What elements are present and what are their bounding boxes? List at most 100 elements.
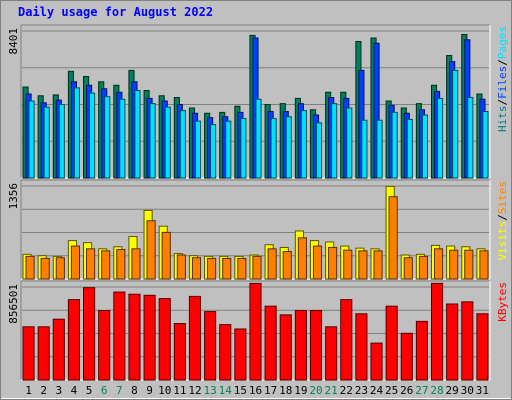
bar-pages <box>179 110 186 179</box>
bar-pages <box>164 106 171 179</box>
bar-sites <box>252 255 262 280</box>
bar-sites <box>479 250 489 280</box>
x-tick-label: 27 <box>415 384 428 397</box>
bar-pages <box>331 103 338 179</box>
bar-sites <box>191 257 202 280</box>
bar-sites <box>25 255 35 280</box>
bar-pages <box>28 100 35 179</box>
x-tick-label: 16 <box>249 384 262 397</box>
bar-kbytes <box>294 310 307 381</box>
bar-pages <box>225 120 232 179</box>
bar-kbytes <box>476 313 489 381</box>
bar-pages <box>482 111 489 179</box>
bar-sites <box>146 220 156 280</box>
y-max-label: 8401 <box>7 28 20 55</box>
x-tick-label: 26 <box>400 384 413 397</box>
bar-sites <box>282 251 292 280</box>
bar-kbytes <box>355 313 368 381</box>
legend-entry-sites: Sites <box>496 181 509 214</box>
x-tick-label: 9 <box>146 384 153 397</box>
bar-pages <box>467 97 474 179</box>
bar-pages <box>285 116 292 179</box>
bar-sites <box>464 249 474 280</box>
bar-sites <box>55 257 65 280</box>
x-tick-label: 21 <box>325 384 338 397</box>
legend-pages-files-hits: Hits/Files/Pages <box>496 26 509 132</box>
bar-sites <box>343 249 353 280</box>
bar-kbytes <box>204 311 217 381</box>
x-tick-label: 28 <box>430 384 443 397</box>
bar-sites <box>70 245 81 280</box>
x-tick-label: 23 <box>355 384 368 397</box>
x-tick-label: 14 <box>219 384 233 397</box>
bar-pages <box>210 124 217 179</box>
x-tick-label: 29 <box>446 384 459 397</box>
y-max-label: 1356 <box>7 183 20 210</box>
x-tick-label: 4 <box>71 384 78 397</box>
bar-kbytes <box>83 287 96 381</box>
bar-sites <box>176 254 186 280</box>
bar-kbytes <box>22 326 35 381</box>
bar-kbytes <box>309 310 323 381</box>
x-tick-label: 22 <box>340 384 353 397</box>
bar-kbytes <box>415 320 428 381</box>
x-tick-label: 10 <box>158 384 171 397</box>
legend-entry-visits: Visits <box>496 221 509 261</box>
bar-sites <box>328 246 338 280</box>
bar-pages <box>89 92 96 179</box>
bar-pages <box>119 98 126 179</box>
bar-kbytes <box>325 326 338 381</box>
x-tick-label: 25 <box>385 384 398 397</box>
bar-kbytes <box>279 314 292 381</box>
bar-sites <box>207 257 217 280</box>
bar-kbytes <box>67 299 81 381</box>
bar-sites <box>403 257 413 280</box>
x-tick-label: 11 <box>173 384 186 397</box>
x-tick-label: 20 <box>309 384 322 397</box>
x-tick-label: 30 <box>461 384 474 397</box>
chart-title: Daily usage for August 2022 <box>18 5 214 19</box>
x-tick-label: 1 <box>25 384 32 397</box>
bar-kbytes <box>143 294 156 381</box>
bar-pages <box>376 119 383 179</box>
bar-kbytes <box>264 305 277 381</box>
bar-kbytes <box>446 303 459 381</box>
bar-kbytes <box>400 332 413 381</box>
bar-sites <box>373 250 383 280</box>
legend-entry-files: Files <box>496 66 509 99</box>
bar-kbytes <box>128 293 141 381</box>
bar-sites <box>267 248 277 280</box>
bar-sites <box>116 249 126 280</box>
bar-pages <box>255 98 262 179</box>
bar-pages <box>270 118 277 179</box>
bar-pages <box>315 122 323 179</box>
x-tick-label: 17 <box>264 384 277 397</box>
bar-kbytes <box>385 305 398 381</box>
legend-separator: / <box>496 214 509 221</box>
bar-sites <box>101 250 111 280</box>
bar-pages <box>300 110 307 179</box>
bar-sites <box>40 257 50 280</box>
legend-sites-visits: Visits/Sites <box>496 181 509 261</box>
x-tick-label: 3 <box>56 384 63 397</box>
bar-pages <box>58 104 65 179</box>
bar-pages <box>406 118 413 179</box>
x-tick-label: 15 <box>234 384 247 397</box>
bar-pages <box>391 111 398 179</box>
bar-kbytes <box>98 310 111 381</box>
x-tick-label: 31 <box>476 384 489 397</box>
bar-sites <box>433 248 444 280</box>
bar-kbytes <box>370 342 383 381</box>
bar-pages <box>421 114 428 179</box>
x-tick-label: 24 <box>370 384 384 397</box>
bar-sites <box>222 257 232 280</box>
legend-kbytes: KBytes <box>496 282 509 322</box>
bar-sites <box>418 255 428 280</box>
bar-pages <box>436 97 444 179</box>
x-tick-label: 7 <box>116 384 123 397</box>
legend-separator: / <box>496 59 509 66</box>
bar-kbytes <box>340 299 353 381</box>
legend-separator: / <box>496 99 509 106</box>
legend-entry-hits: Hits <box>496 106 509 133</box>
bar-sites <box>449 249 459 280</box>
